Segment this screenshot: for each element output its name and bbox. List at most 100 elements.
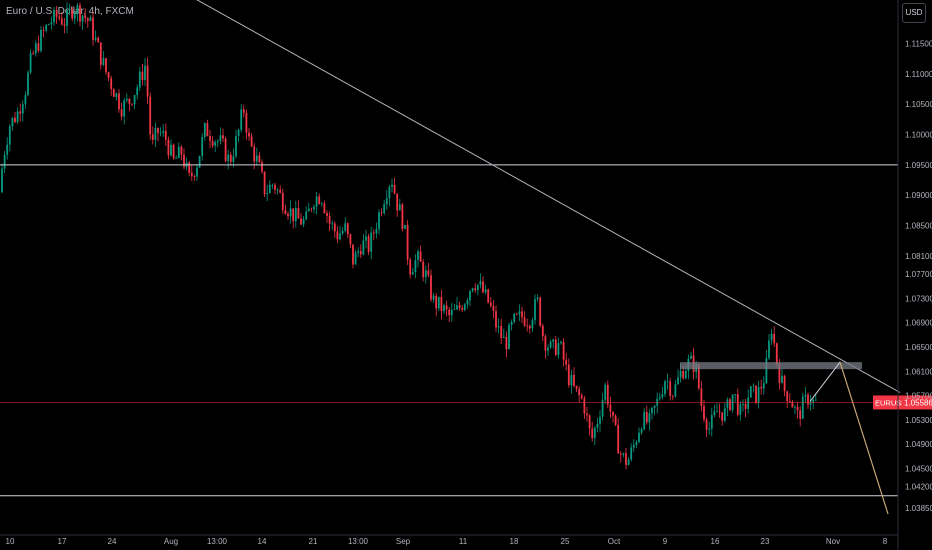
candle-body [557,343,560,356]
candle-body [274,184,276,190]
candle-body [799,410,802,419]
candle-body [432,295,435,300]
x-tick-label: 10 [6,537,15,546]
trendline[interactable] [150,0,901,393]
candle-body [209,136,211,141]
candle-body [34,43,37,54]
candle-body [734,394,737,395]
y-tick-label: 1.06100 [905,367,932,376]
candle-body [154,127,157,140]
candle-body [45,25,48,31]
candle-body [622,453,625,455]
candle-body [21,104,24,114]
x-tick-label: 24 [108,537,117,546]
candle-body [495,310,497,328]
candle-body [513,313,516,322]
last-price-label: 1.05586 [904,398,932,407]
y-tick-label: 1.06900 [905,319,932,328]
candle-body [505,336,508,350]
candle-body [700,388,703,407]
candle-body [289,208,292,217]
candle-body [315,196,318,207]
candle-body [781,375,783,383]
candle-body [643,411,646,430]
candle-body [19,111,22,114]
candle-body [206,123,209,137]
candle-body [385,198,388,205]
candle-body [300,218,302,225]
candle-body [492,306,495,311]
resistance-zone[interactable] [680,362,862,370]
candle-body [601,399,604,417]
projection-up[interactable] [809,361,889,515]
candle-body [157,127,159,134]
candle-body [404,224,406,229]
candle-body [398,204,401,211]
candle-body [138,71,141,88]
projection-down[interactable] [839,361,889,515]
candle-body [640,429,643,433]
candle-body [752,385,755,387]
candle-body [211,140,214,146]
candle-body [320,203,323,205]
y-tick-label: 1.11500 [905,39,932,48]
candle-body [518,311,521,315]
candle-body [401,204,404,229]
candle-body [292,208,295,222]
candle-body [591,428,594,439]
candle-body [125,98,128,101]
candle-body [302,219,305,225]
candle-body [71,9,74,19]
candle-body [359,251,362,255]
candle-body [136,87,139,96]
candle-body [281,192,284,211]
candle-body [430,275,432,300]
candle-body [630,447,633,460]
candle-body [326,212,328,217]
candle-body [502,336,505,338]
candle-body [541,325,544,337]
candle-body [739,404,742,415]
x-tick-label: 14 [258,537,267,546]
symbol-label: EURUSD [875,398,907,407]
candle-body [770,333,773,341]
x-tick-label: 25 [561,537,570,546]
candle-body [115,93,118,97]
candle-body [669,381,672,396]
candle-body [794,406,796,408]
candle-body [690,355,692,359]
candle-body [708,428,711,430]
currency-button[interactable]: USD [902,3,926,23]
candle-body [198,155,201,168]
candle-body [271,184,274,186]
candle-body [614,415,617,426]
candle-body [427,270,430,276]
candle-body [86,18,89,21]
candle-body [339,233,341,240]
candle-body [354,252,357,265]
y-tick-label: 1.10500 [905,100,932,109]
candle-body [11,117,14,127]
candle-body [536,297,539,300]
candle-body [8,126,11,145]
x-tick-label: 17 [58,537,67,546]
candle-body [261,162,263,172]
last-price-badge [902,395,932,410]
candle-body [625,453,627,465]
y-tick-label: 1.11000 [905,70,932,79]
candle-body [328,216,331,224]
candle-body [760,387,763,389]
candle-body [474,288,477,291]
candle-body [287,213,289,217]
candle-body [419,251,422,262]
candle-body [578,388,581,396]
candle-body [705,419,708,430]
candle-body [682,370,685,379]
candle-body [203,123,206,138]
candle-body [294,208,297,222]
x-tick-label: 11 [459,537,468,546]
candle-body [232,156,235,162]
candle-body [40,29,42,51]
